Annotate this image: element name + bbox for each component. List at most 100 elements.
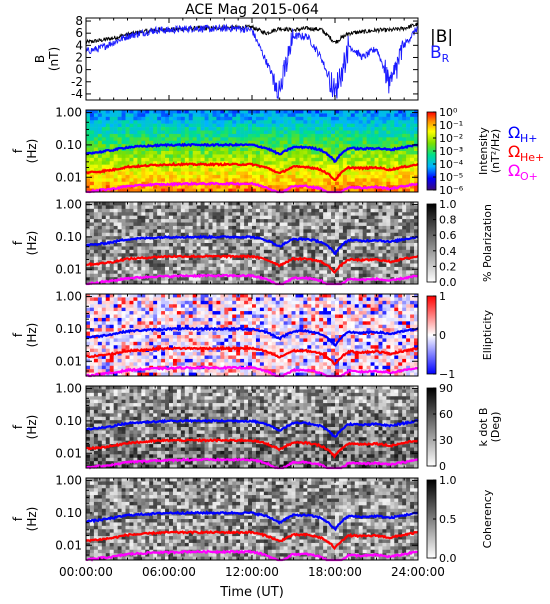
spectrogram-cell (279, 202, 284, 206)
spectrogram-cell (362, 273, 367, 278)
spectrogram-cell (283, 232, 288, 237)
spectrogram-cell (176, 232, 182, 237)
spectrogram-cell (232, 300, 237, 305)
spectrogram-cell (86, 113, 91, 118)
spectrogram-cell (192, 324, 197, 329)
spectrogram-cell (315, 253, 320, 257)
spectrogram-cell (327, 178, 332, 183)
spectrogram-cell (303, 123, 308, 128)
spectrogram-cell (153, 229, 158, 234)
spectrogram-cell (184, 317, 190, 322)
spectrogram-cell (89, 277, 95, 281)
spectrogram-cell (208, 174, 213, 179)
spectrogram-cell (267, 171, 273, 176)
spectrogram-cell (248, 239, 253, 244)
spectrogram-cell (232, 243, 237, 247)
spectrogram-cell (378, 229, 383, 234)
spectrogram-cell (346, 157, 352, 162)
spectrogram-cell (362, 174, 367, 179)
spectrogram-cell (188, 171, 194, 176)
spectrogram-cell (137, 137, 142, 142)
spectrogram-cell (287, 212, 292, 216)
spectrogram-cell (406, 273, 411, 278)
spectrogram-cell (236, 277, 241, 281)
spectrogram-cell (141, 249, 146, 254)
spectrogram-cell (374, 205, 379, 210)
spectrogram-cell (133, 263, 138, 268)
spectrogram-cell (153, 212, 158, 216)
spectrogram-cell (323, 270, 328, 275)
spectrogram-cell (105, 202, 111, 206)
spectrogram-cell (188, 123, 194, 128)
spectrogram-cell (327, 266, 332, 271)
spectrogram-cell (224, 144, 229, 148)
spectrogram-cell (184, 300, 190, 305)
spectrogram-cell (358, 205, 363, 210)
spectrogram-cell (180, 116, 186, 121)
spectrogram-cell (240, 317, 245, 322)
spectrogram-cell (350, 260, 356, 264)
spectrogram-cell (382, 236, 387, 240)
spectrogram-cell (169, 127, 174, 131)
spectrogram-cell (101, 208, 107, 213)
spectrogram-cell (188, 369, 194, 373)
spectrogram-cell (244, 219, 249, 223)
spectrogram-cell (200, 338, 205, 343)
spectrogram-cell (149, 147, 154, 152)
spectrogram-cell (370, 270, 375, 275)
spectrogram-cell (109, 215, 114, 220)
spectrogram-cell (101, 120, 107, 124)
spectrogram-cell (263, 273, 269, 278)
spectrogram-cell (346, 222, 352, 227)
spectrogram-cell (255, 253, 261, 257)
spectrogram-cell (295, 236, 300, 240)
spectrogram-cell (394, 249, 399, 254)
spectrogram-cell (101, 328, 107, 332)
spectrogram-cell (200, 243, 205, 247)
spectrogram-cell (378, 243, 383, 247)
spectrogram-cell (157, 185, 162, 189)
spectrogram-cell (275, 157, 280, 162)
spectrogram-cell (303, 249, 308, 254)
spectrogram-cell (386, 246, 391, 251)
spectrogram-cell (315, 212, 320, 216)
spectrogram-cell (212, 331, 217, 336)
spectrogram-cell (145, 133, 150, 138)
spectrogram-cell (315, 123, 320, 128)
spectrogram-cell (342, 249, 348, 254)
spectrogram-cell (169, 205, 174, 210)
spectrogram-cell (204, 348, 209, 353)
spectrogram-cell (307, 202, 312, 206)
spectrogram-cell (220, 358, 225, 363)
spectrogram-cell (93, 140, 99, 145)
spectrogram-cell (398, 202, 403, 206)
spectrogram-cell (105, 253, 111, 257)
spectrogram-cell (105, 270, 111, 275)
spectrogram-cell (402, 137, 407, 142)
spectrogram-cell (125, 300, 130, 305)
spectrogram-cell (86, 168, 91, 172)
spectrogram-cell (153, 338, 158, 343)
spectrogram-cell (398, 168, 403, 172)
spectrogram-cell (402, 140, 407, 145)
spectrogram-cell (382, 154, 387, 159)
spectrogram-cell (323, 236, 328, 240)
spectrogram-cell (129, 137, 134, 142)
spectrogram-cell (287, 157, 292, 162)
spectrogram-cell (335, 154, 340, 159)
spectrogram-cell (406, 178, 411, 183)
spectrogram-cell (121, 154, 126, 159)
spectrogram-cell (172, 225, 178, 230)
spectrogram-cell (307, 249, 312, 254)
spectrogram-cell (149, 239, 154, 244)
spectrogram-cell (271, 225, 277, 230)
spectrogram-cell (133, 225, 138, 230)
spectrogram-cell (161, 311, 166, 315)
spectrogram-cell (200, 314, 205, 319)
spectrogram-cell (267, 270, 273, 275)
spectrogram-cell (141, 202, 146, 206)
spectrogram-cell (216, 331, 221, 336)
spectrogram-cell (133, 311, 138, 315)
spectrogram-cell (244, 294, 249, 298)
spectrogram-cell (279, 120, 284, 124)
